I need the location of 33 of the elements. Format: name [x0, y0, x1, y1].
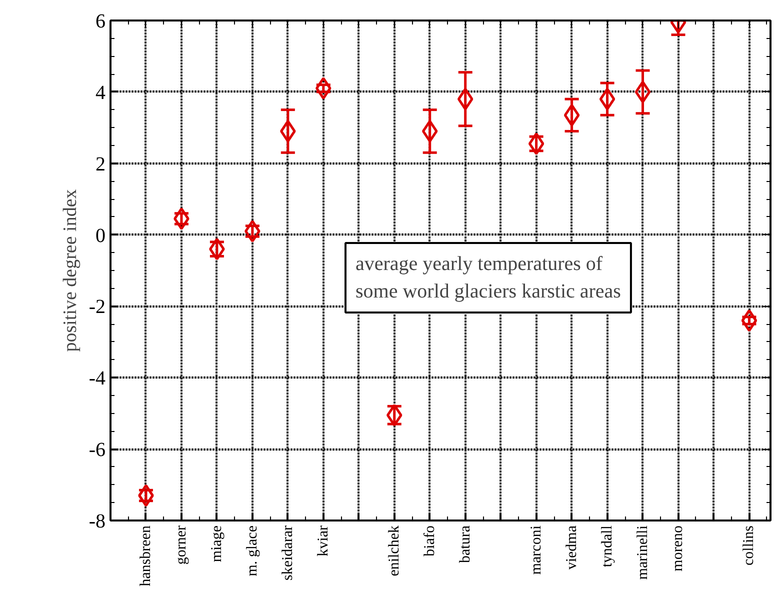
point	[741, 309, 758, 332]
y-tick-label: -2	[88, 296, 106, 318]
x-tick-label: enilchek	[386, 525, 402, 576]
x-tick-label: marinelli	[634, 525, 651, 580]
x-tick-label: skeidarar	[280, 525, 296, 580]
x-tick-label: collins	[741, 525, 758, 566]
x-tick-label: viedma	[564, 525, 580, 570]
y-tick-label: 6	[96, 10, 106, 32]
annotation: average yearly temperatures of some world glaciers karstic areas	[356, 253, 622, 302]
x-tick-label: biafo	[422, 525, 438, 556]
x-tick-label: hansbreen	[138, 525, 154, 586]
y-tick-label: 2	[96, 153, 106, 176]
point	[457, 88, 474, 110]
x-tick-label: marconi	[528, 525, 544, 575]
point	[634, 80, 651, 104]
y-tick-label: -4	[88, 368, 106, 390]
point	[599, 88, 616, 110]
x-tick-label: kviar	[315, 525, 332, 556]
y-axis-title: positive degree index	[60, 188, 81, 352]
x-tick-label: tyndall	[599, 525, 616, 568]
point	[422, 120, 438, 142]
x-tick-label: m. glace	[244, 525, 260, 576]
x-tick-label: batura	[457, 525, 474, 563]
x-tick-label: gorner	[173, 525, 190, 565]
x-tick-label: miage	[208, 525, 225, 562]
y-tick-label: 0	[96, 224, 106, 247]
x-tick-label: moreno	[670, 525, 686, 572]
y-tick-label: 4	[96, 82, 106, 104]
point	[564, 104, 580, 126]
y-tick-label: -6	[88, 439, 106, 462]
point	[315, 77, 332, 100]
y-tick-label: -8	[88, 510, 106, 532]
point	[528, 132, 544, 155]
